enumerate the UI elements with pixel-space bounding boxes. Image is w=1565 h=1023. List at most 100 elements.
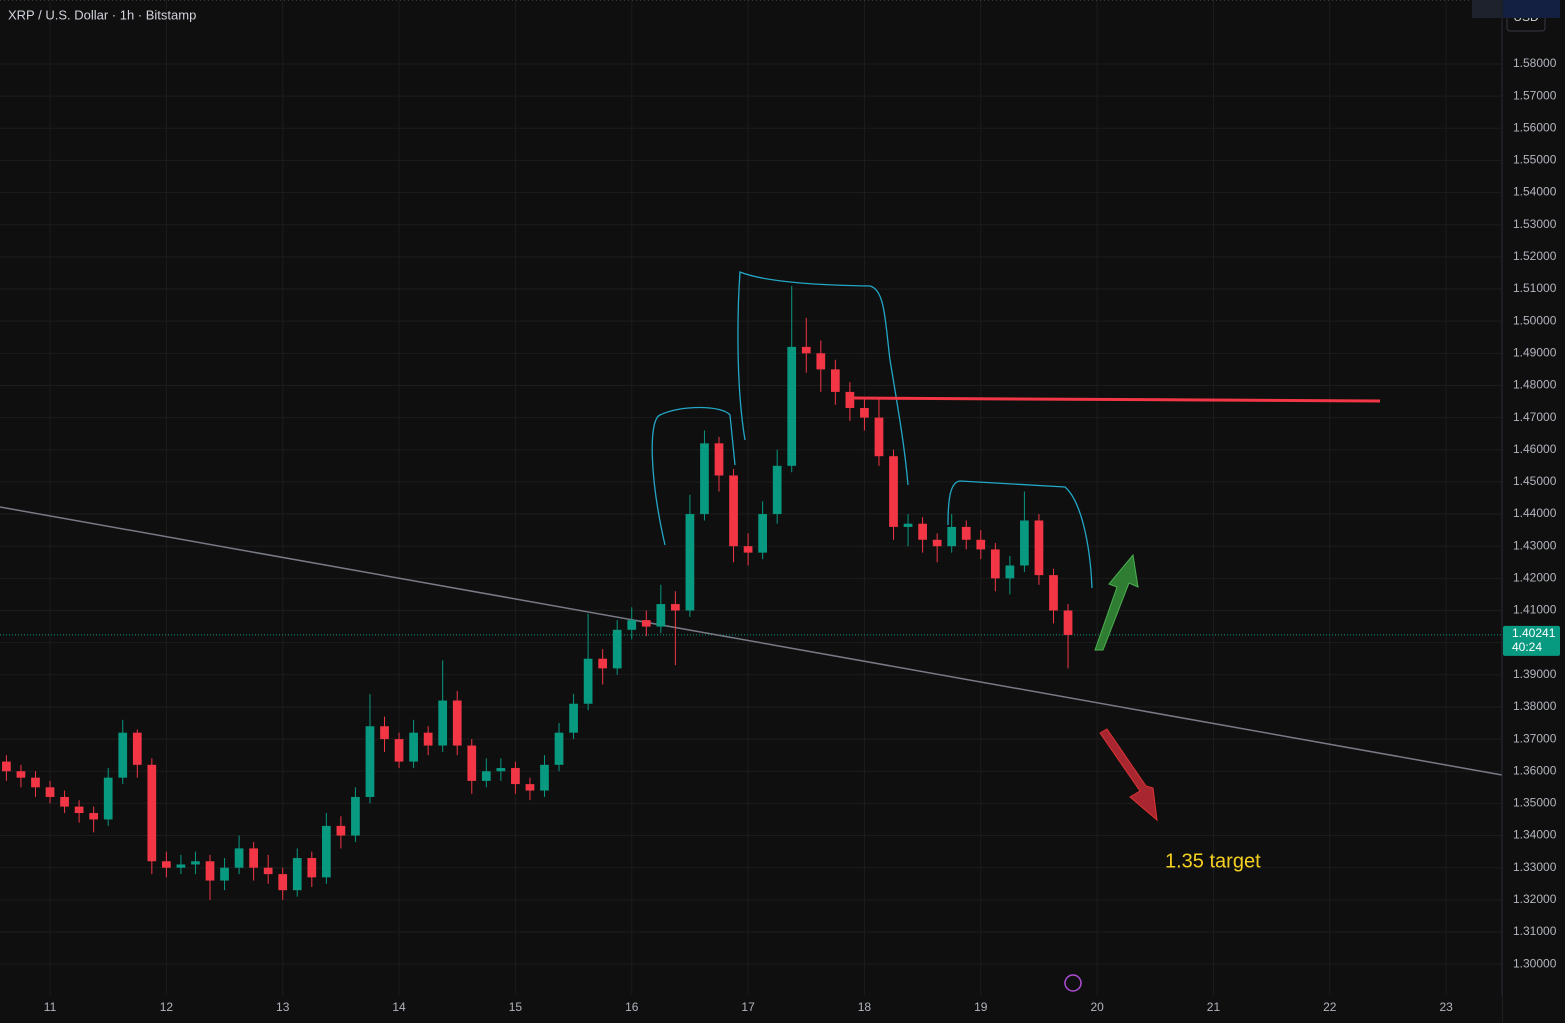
y-tick-label: 1.52000 <box>1513 249 1557 263</box>
y-tick-label: 1.51000 <box>1513 281 1557 295</box>
y-tick-label: 1.35000 <box>1513 796 1557 810</box>
candle-body <box>947 526 957 547</box>
candle-body <box>758 514 767 553</box>
candle-body <box>351 796 360 836</box>
candle-body <box>525 784 535 791</box>
candle-body <box>60 796 69 807</box>
candle-body <box>874 417 884 457</box>
target-label: 1.35 target <box>1165 850 1261 872</box>
candle-body <box>263 867 273 875</box>
x-tick-label: 20 <box>1090 1000 1104 1014</box>
y-tick-label: 1.34000 <box>1513 828 1557 842</box>
y-tick-label: 1.55000 <box>1513 153 1557 167</box>
candle-body <box>511 768 520 785</box>
candle-body <box>191 861 200 865</box>
left-shoulder <box>651 406 736 546</box>
candle-body <box>1034 520 1044 576</box>
up-arrow <box>1094 553 1139 651</box>
x-tick-label: 16 <box>625 1000 639 1014</box>
candle-body <box>118 732 128 778</box>
y-tick-label: 1.46000 <box>1513 442 1557 456</box>
candle-body <box>641 620 651 627</box>
candle-body <box>598 658 608 669</box>
x-tick-label: 21 <box>1207 1000 1221 1014</box>
x-tick-label: 23 <box>1439 1000 1453 1014</box>
pattern-brackets <box>651 271 1093 589</box>
candle-body <box>2 761 11 772</box>
low-value-box <box>1503 0 1560 18</box>
x-tick-label: 17 <box>741 1000 755 1014</box>
candle-body <box>860 407 869 418</box>
trend-line <box>0 506 1503 776</box>
y-tick-label: 1.37000 <box>1513 731 1557 745</box>
candle-body <box>743 546 753 553</box>
candle-body <box>249 848 258 868</box>
x-tick-label: 15 <box>509 1000 523 1014</box>
candle-body <box>176 864 186 868</box>
y-tick-label: 1.44000 <box>1513 506 1557 520</box>
candle-body <box>234 848 244 868</box>
last-price-box <box>1503 625 1560 656</box>
y-tick-label: 1.57000 <box>1513 88 1557 102</box>
candle-body <box>74 806 84 814</box>
x-tick-label: 13 <box>276 1000 290 1014</box>
y-tick-label: 1.36000 <box>1513 763 1557 777</box>
candle-body <box>220 867 229 881</box>
candle-body <box>336 825 346 836</box>
candle-body <box>685 514 695 611</box>
countdown: 40:24 <box>1512 640 1542 654</box>
down-arrow <box>1099 728 1158 822</box>
candle-body <box>540 764 549 791</box>
candle-body <box>103 777 113 820</box>
candle-body <box>830 369 840 392</box>
candle-body <box>423 732 433 746</box>
candle-body <box>961 526 971 540</box>
candle-body <box>845 391 855 408</box>
candle-body <box>16 771 26 778</box>
y-tick-label: 1.38000 <box>1513 699 1557 713</box>
candle-body <box>409 732 418 762</box>
x-tick-label: 19 <box>974 1000 988 1014</box>
candle-body <box>307 858 317 878</box>
candle-body <box>889 456 898 527</box>
y-tick-label: 1.47000 <box>1513 410 1557 424</box>
x-tick-label: 12 <box>160 1000 174 1014</box>
y-tick-label: 1.42000 <box>1513 571 1557 585</box>
candle-body <box>918 523 927 540</box>
plot <box>2 285 1073 900</box>
candle-body <box>612 629 622 669</box>
candle-body <box>132 732 142 765</box>
candle-body <box>1005 565 1015 579</box>
candle-body <box>438 700 448 746</box>
candle-body <box>729 475 738 547</box>
candle-body <box>787 346 797 466</box>
candle-body <box>1063 610 1073 635</box>
x-tick-label: 11 <box>44 1000 57 1014</box>
last-price: 1.40241 <box>1512 626 1556 640</box>
candle-body <box>467 745 477 781</box>
candle-body <box>903 523 913 527</box>
candle-body <box>147 764 157 862</box>
candle-body <box>278 874 288 891</box>
candle-body <box>554 732 564 765</box>
candle-body <box>162 861 171 868</box>
candle-body <box>627 620 637 630</box>
candle-body <box>1049 575 1058 611</box>
candle-body <box>496 768 506 772</box>
x-tick-label: 14 <box>392 1000 406 1014</box>
y-tick-label: 1.33000 <box>1513 860 1557 874</box>
assistant-icon[interactable] <box>1064 974 1082 992</box>
candle-body <box>321 825 331 878</box>
head <box>737 271 909 486</box>
neckline <box>849 396 1381 403</box>
candle-body <box>205 861 215 881</box>
x-tick-label: 22 <box>1323 1000 1337 1014</box>
x-tick-label: 18 <box>858 1000 872 1014</box>
y-tick-label: 1.43000 <box>1513 538 1557 552</box>
candle-body <box>816 353 826 370</box>
candle-body <box>481 771 491 781</box>
candle-body <box>31 777 40 788</box>
